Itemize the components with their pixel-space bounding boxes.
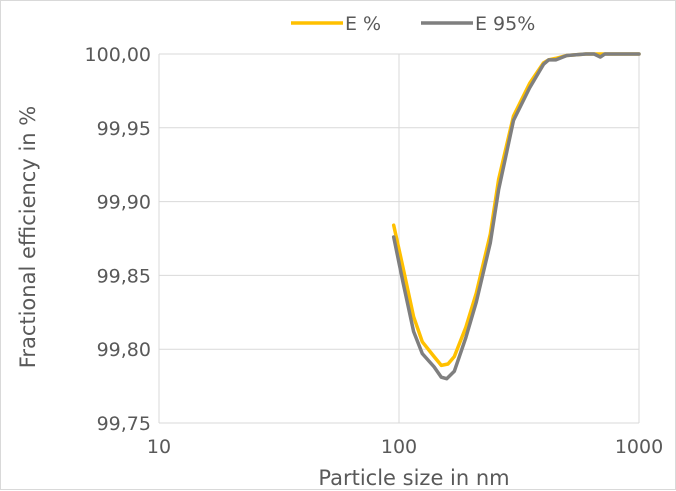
legend-label-e-percent: E % — [345, 13, 381, 35]
tick-label-layer: 99,75 99,80 99,85 99,90 99,95 100,00 10 100 1000 — [85, 44, 664, 458]
x-tick-label: 100 — [381, 436, 417, 458]
y-tick-label: 99,75 — [97, 413, 151, 435]
y-tick-label: 99,85 — [97, 265, 151, 287]
series-layer — [391, 52, 641, 381]
series-line-e-percent — [391, 52, 641, 368]
x-axis-title: Particle size in nm — [318, 466, 509, 490]
series-line-e-95-percent — [391, 52, 641, 381]
y-tick-label: 100,00 — [85, 44, 151, 66]
y-tick-label: 99,95 — [97, 118, 151, 140]
x-tick-label: 1000 — [615, 436, 663, 458]
y-axis-title: Fractional efficiency in % — [16, 106, 40, 368]
x-tick-label: 10 — [147, 436, 171, 458]
y-tick-label: 99,90 — [97, 192, 151, 214]
legend: E % E 95% — [291, 13, 535, 35]
grid-layer — [158, 53, 640, 424]
legend-label-e-95-percent: E 95% — [475, 13, 535, 35]
y-tick-label: 99,80 — [97, 339, 151, 361]
